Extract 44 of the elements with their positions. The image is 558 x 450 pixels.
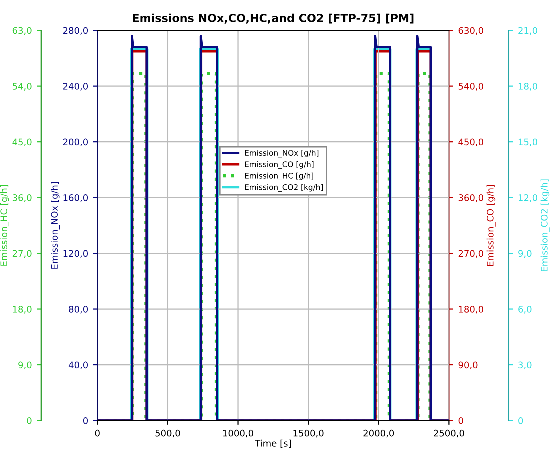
y2-tick-label: 630,0 bbox=[458, 27, 484, 36]
y3-tick-label: 18,0 bbox=[13, 306, 32, 314]
x-tick-label: 1000,0 bbox=[223, 430, 254, 438]
y3-tick-label: 36,0 bbox=[12, 194, 32, 202]
y3-tick-label: 0 bbox=[27, 417, 32, 424]
x-tick-label: 0 bbox=[95, 430, 100, 437]
y-tick-label: 0 bbox=[518, 417, 524, 424]
y2-tick-label: 450,0 bbox=[458, 138, 484, 147]
x-tick-label: 500,0 bbox=[156, 430, 180, 438]
y-tick-label: 80,0 bbox=[69, 306, 88, 314]
x-axis-title: Time [s] bbox=[255, 440, 291, 448]
x-tick-label: 2500,0 bbox=[434, 430, 464, 438]
y-tick-label: 40,0 bbox=[68, 362, 88, 370]
y-tick-label: 12,0 bbox=[518, 194, 538, 202]
y3-axis-title: Emission_HC [g/h] bbox=[0, 185, 10, 266]
y3-tick-label: 9,0 bbox=[18, 362, 32, 370]
y-tick-label: 0 bbox=[83, 417, 88, 424]
y-tick-label: 160,0 bbox=[64, 194, 88, 202]
chart-title: Emissions NOx,CO,HC,and CO2 [FTP-75] [PM] bbox=[133, 14, 414, 24]
y-axis-title: Emission_CO2 [kg/h] bbox=[540, 180, 550, 272]
x-tick-label: 1500,0 bbox=[294, 430, 324, 438]
y-tick-label: 280,0 bbox=[63, 27, 88, 36]
y-axis-title: Emission_NOx [g/h] bbox=[51, 182, 60, 269]
y2-tick-label: 270,0 bbox=[458, 250, 484, 258]
y-tick-label: 120,0 bbox=[64, 250, 88, 258]
x-tick-label: 2000,0 bbox=[364, 430, 394, 438]
y2-tick-label: 540,0 bbox=[458, 83, 484, 91]
y3-tick-label: 27,0 bbox=[12, 250, 32, 258]
y-tick-label: 21,0 bbox=[518, 27, 538, 36]
y-tick-label: 200,0 bbox=[63, 138, 88, 147]
y2-tick-label: 360,0 bbox=[458, 194, 484, 202]
y3-tick-label: 63,0 bbox=[12, 27, 32, 36]
y3-tick-label: 54,0 bbox=[12, 83, 32, 91]
y2-tick-label: 90,0 bbox=[458, 362, 478, 370]
y-tick-label: 240,0 bbox=[63, 83, 88, 91]
y-tick-label: 3,0 bbox=[518, 362, 532, 370]
y-tick-label: 18,0 bbox=[518, 83, 538, 91]
y2-tick-label: 180,0 bbox=[459, 306, 484, 314]
y2-axis-title: Emission_CO [g/h] bbox=[486, 185, 496, 266]
y2-tick-label: 0 bbox=[458, 417, 464, 424]
y3-tick-label: 45,0 bbox=[12, 138, 32, 147]
y-tick-label: 6,0 bbox=[518, 306, 532, 314]
y-tick-label: 15,0 bbox=[518, 138, 538, 147]
y-tick-label: 9,0 bbox=[518, 250, 532, 258]
